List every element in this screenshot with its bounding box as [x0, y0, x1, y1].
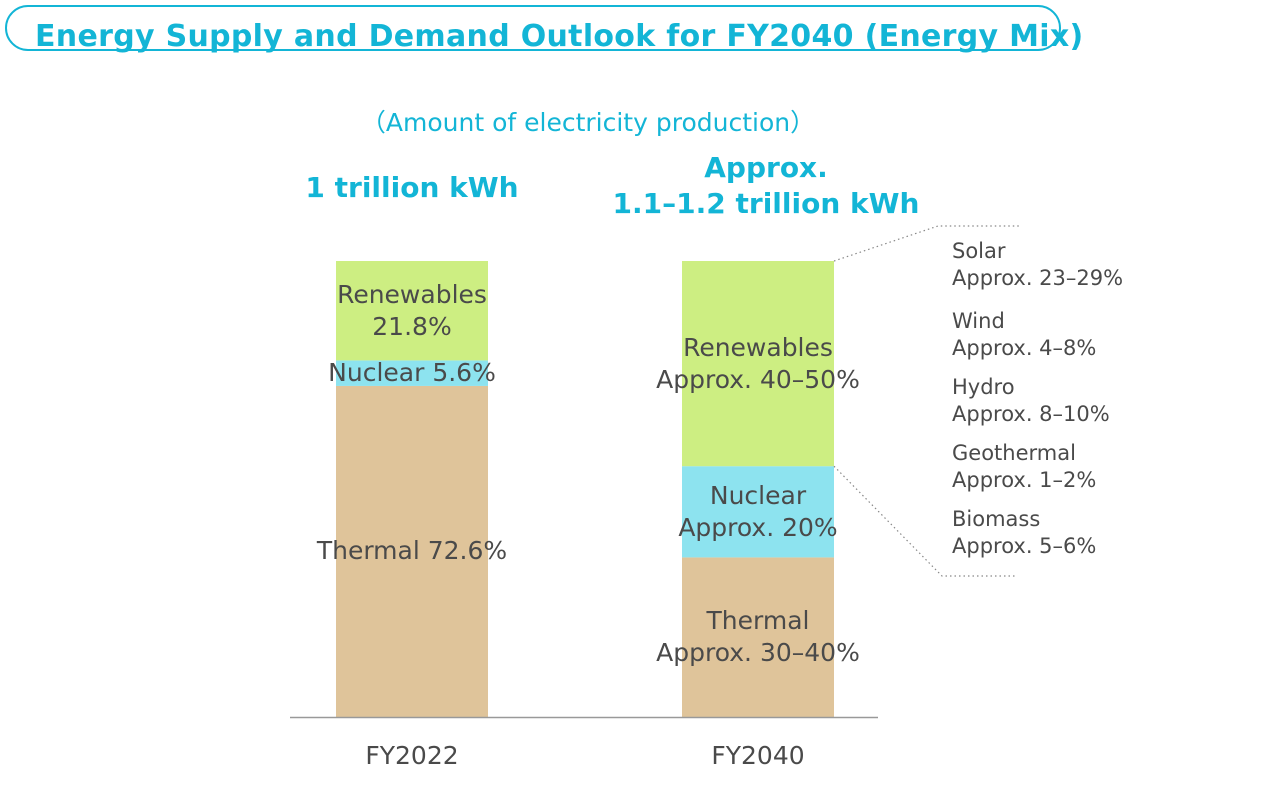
segment-label-thermal-fy2022: Thermal 72.6%	[316, 536, 508, 566]
breakdown-name: Geothermal	[952, 441, 1076, 465]
leader-line-top	[833, 225, 1020, 262]
bar-segment-nuclear-fy2022	[336, 360, 488, 386]
breakdown-item-biomass: Biomass Approx. 5–6%	[952, 506, 1096, 560]
breakdown-name: Biomass	[952, 507, 1041, 531]
x-tick-label-fy2022: FY2022	[365, 741, 459, 770]
total-label-fy2022: 1 trillion kWh	[305, 171, 519, 204]
breakdown-name: Wind	[952, 309, 1005, 333]
segment-label-thermal-fy2040: Thermal Approx. 30–40%	[656, 606, 860, 668]
bar-segment-thermal-fy2022	[336, 385, 488, 717]
bar-segment-renewables-fy2040	[682, 261, 834, 467]
breakdown-item-geothermal: Geothermal Approx. 1–2%	[952, 440, 1096, 494]
segment-label-nuclear-fy2040: Nuclear Approx. 20%	[678, 480, 838, 542]
total-label-fy2040: Approx. 1.1–1.2 trillion kWh	[612, 151, 920, 220]
breakdown-value: Approx. 1–2%	[952, 468, 1097, 492]
bar-segment-renewables-fy2022	[336, 261, 488, 361]
breakdown-value: Approx. 23–29%	[952, 266, 1124, 290]
breakdown-name: Solar	[952, 239, 1006, 263]
bar-segment-thermal-fy2040	[682, 557, 834, 717]
breakdown-value: Approx. 8–10%	[952, 402, 1110, 426]
segment-label-nuclear-fy2022: Nuclear 5.6%	[328, 358, 496, 388]
breakdown-item-hydro: Hydro Approx. 8–10%	[952, 374, 1110, 428]
leader-line-bottom	[833, 465, 1016, 577]
breakdown-name: Hydro	[952, 375, 1015, 399]
bar-segment-nuclear-fy2040	[682, 466, 834, 558]
chart-title: Energy Supply and Demand Outlook for FY2…	[35, 19, 1084, 54]
segment-label-renewables-fy2040: Renewables Approx. 40–50%	[656, 332, 860, 394]
x-tick-label-fy2040: FY2040	[711, 741, 805, 770]
breakdown-value: Approx. 5–6%	[952, 534, 1097, 558]
breakdown-item-solar: Solar Approx. 23–29%	[952, 238, 1123, 292]
breakdown-value: Approx. 4–8%	[952, 336, 1097, 360]
chart-subtitle: （Amount of electricity production）	[360, 108, 816, 137]
segment-label-renewables-fy2022: Renewables 21.8%	[337, 279, 487, 341]
breakdown-item-wind: Wind Approx. 4–8%	[952, 308, 1096, 362]
title-banner: Energy Supply and Demand Outlook for FY2…	[5, 5, 1083, 54]
